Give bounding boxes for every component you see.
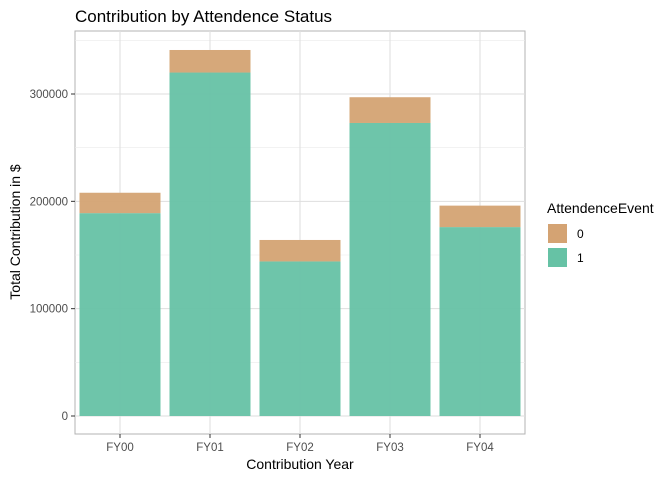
bar-FY01-series-0 <box>169 49 251 73</box>
y-axis-title: Total Contribution in $ <box>7 164 23 300</box>
x-tick-label: FY02 <box>286 442 314 454</box>
legend-items: 01 <box>548 224 584 267</box>
x-tick-label: FY03 <box>376 442 404 454</box>
bar-FY04-series-0 <box>439 205 521 228</box>
legend-swatch-1 <box>548 248 567 267</box>
y-axis-ticks: 0 100000 200000 300000 <box>30 89 75 423</box>
bars <box>79 49 521 417</box>
bar-FY00-series-0 <box>79 192 161 214</box>
legend-label-0: 0 <box>577 227 584 241</box>
y-tick-label: 300000 <box>30 89 68 101</box>
bar-FY00-series-1 <box>79 213 161 416</box>
x-tick-label: FY01 <box>196 442 224 454</box>
legend-swatch-0 <box>548 224 567 243</box>
y-tick-label: 200000 <box>30 196 68 208</box>
bar-FY03-series-0 <box>349 97 431 123</box>
bar-FY02-series-1 <box>259 261 341 416</box>
legend-label-1: 1 <box>577 251 584 265</box>
bar-FY01-series-1 <box>169 72 251 417</box>
x-tick-label: FY04 <box>466 442 494 454</box>
legend-title: AttendenceEvent <box>547 200 654 216</box>
chart-title: Contribution by Attendence Status <box>75 7 332 26</box>
bar-FY04-series-1 <box>439 227 521 416</box>
legend: AttendenceEvent 01 <box>547 200 654 267</box>
x-tick-label: FY00 <box>106 442 134 454</box>
y-tick-label: 100000 <box>30 304 68 316</box>
x-axis-title: Contribution Year <box>246 456 354 472</box>
y-tick-label: 0 <box>62 411 68 423</box>
bar-FY03-series-1 <box>349 122 431 416</box>
bar-FY02-series-0 <box>259 239 341 262</box>
x-axis-ticks: FY00 FY01 FY02 FY03 FY04 <box>106 434 494 454</box>
